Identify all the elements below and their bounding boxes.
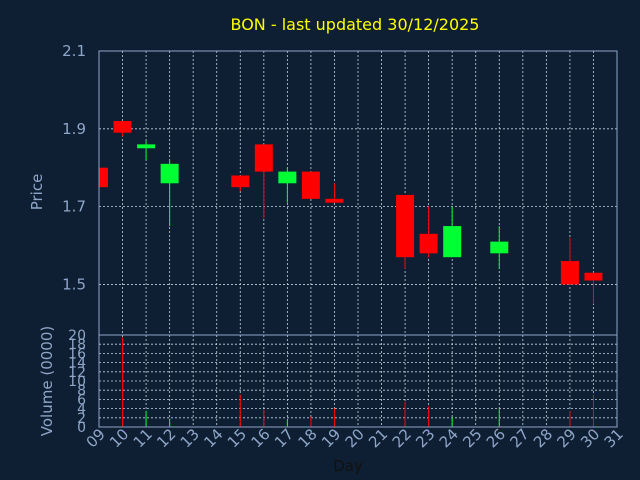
candle-17 [278, 167, 297, 203]
candle-16 [254, 144, 273, 219]
candle-09 [98, 167, 108, 188]
candle-body [160, 163, 179, 184]
x-tick-label: 31 [601, 425, 627, 451]
volume-axis-label: Volume (0000) [38, 326, 56, 436]
candle-12 [160, 159, 179, 227]
candle-30 [584, 272, 603, 304]
x-tick-label: 17 [271, 425, 297, 451]
price-axis-label: Price [28, 174, 46, 211]
volume-tick-label: 8 [77, 383, 86, 399]
x-tick-label: 21 [365, 425, 391, 451]
candlestick-series [98, 121, 603, 304]
x-tick-label: 09 [83, 425, 109, 451]
x-tick-label: 23 [412, 425, 438, 451]
x-tick-label: 30 [577, 425, 603, 451]
volume-tick-label: 10 [68, 374, 86, 390]
candle-body [137, 144, 156, 149]
candle-10 [113, 121, 132, 137]
candle-18 [301, 171, 320, 199]
x-tick-label: 20 [342, 425, 368, 451]
x-tick-label: 11 [130, 425, 156, 451]
price-tick-labels: 2.1 1.9 1.7 1.5 [62, 42, 86, 293]
candle-29 [560, 237, 579, 285]
candle-body [490, 241, 509, 254]
x-tick-label: 25 [459, 425, 485, 451]
candle-24 [443, 206, 462, 258]
candle-body [278, 171, 297, 184]
x-tick-label: 14 [200, 425, 226, 451]
candle-15 [231, 175, 250, 192]
price-grid [98, 50, 618, 335]
candle-body [301, 171, 320, 199]
volume-tick-label: 18 [68, 337, 86, 353]
price-tick-label: 1.7 [62, 198, 86, 216]
candle-body [443, 226, 462, 258]
candle-body [231, 175, 250, 188]
volume-tick-label: 12 [68, 365, 86, 381]
x-tick-label: 26 [483, 425, 509, 451]
volume-tick-label: 4 [77, 402, 86, 418]
candle-23 [419, 206, 438, 258]
x-tick-label: 29 [554, 425, 580, 451]
volume-tick-label: 16 [68, 346, 86, 362]
volume-tick-label: 0 [77, 420, 86, 436]
x-tick-labels: 0910111213141516171819202122232425262728… [83, 425, 627, 451]
candle-11 [137, 140, 156, 160]
candle-body [113, 121, 132, 133]
x-tick-label: 22 [389, 425, 415, 451]
x-tick-label: 12 [153, 425, 179, 451]
candle-body [99, 167, 108, 188]
volume-grid [98, 334, 618, 428]
x-tick-label: 27 [506, 425, 532, 451]
volume-series [122, 337, 594, 427]
candle-body [325, 198, 344, 203]
x-tick-label: 28 [530, 425, 556, 451]
candle-22 [396, 194, 415, 269]
volume-plot-frame [98, 334, 618, 428]
x-tick-label: 24 [436, 425, 462, 451]
candle-body [419, 233, 438, 254]
volume-tick-label: 20 [68, 328, 86, 344]
candle-body [254, 144, 273, 172]
price-tick-label: 1.5 [62, 275, 86, 293]
x-tick-label: 13 [177, 425, 203, 451]
x-tick-label: 15 [224, 425, 250, 451]
candle-body [396, 194, 415, 258]
candle-26 [490, 226, 509, 269]
x-axis-label: Day [333, 457, 363, 475]
volume-tick-label: 14 [68, 356, 86, 372]
x-tick-label: 19 [318, 425, 344, 451]
x-tick-label: 10 [106, 425, 132, 451]
candle-19 [325, 183, 344, 203]
volume-tick-label: 2 [77, 411, 86, 427]
x-tick-label: 18 [295, 425, 321, 451]
chart-title: BON - last updated 30/12/2025 [231, 15, 480, 34]
candle-body [584, 272, 603, 281]
price-tick-label: 1.9 [62, 120, 86, 138]
volume-tick-label: 6 [77, 392, 86, 408]
price-tick-label: 2.1 [62, 42, 86, 60]
x-tick-label: 16 [247, 425, 273, 451]
candle-body [560, 261, 579, 285]
plot-frames [98, 50, 618, 428]
